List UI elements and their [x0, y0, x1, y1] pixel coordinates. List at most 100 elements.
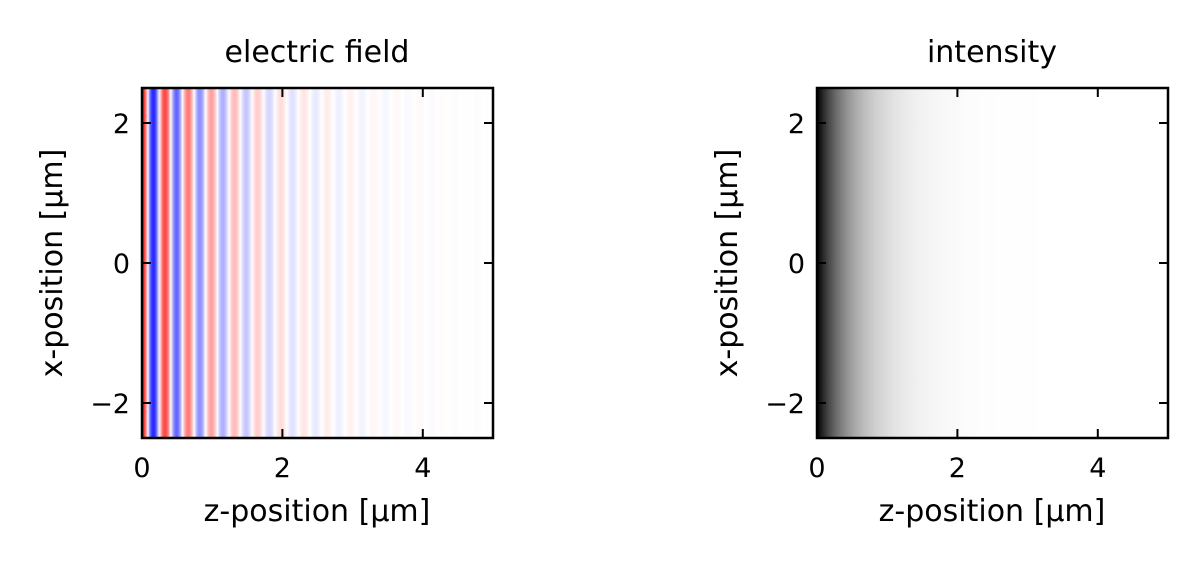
field-band	[317, 88, 320, 438]
field-band	[174, 88, 177, 438]
field-band	[411, 88, 413, 438]
field-band	[242, 88, 245, 438]
field-band	[246, 88, 248, 438]
field-band	[454, 88, 457, 438]
field-band	[462, 88, 465, 438]
field-band	[239, 88, 241, 438]
field-band	[400, 88, 403, 438]
field-band	[332, 88, 335, 438]
field-band	[441, 88, 444, 438]
field-band	[297, 88, 300, 438]
field-band	[346, 88, 349, 438]
field-band	[364, 88, 367, 438]
field-band	[225, 88, 227, 438]
field-band	[337, 88, 340, 438]
field-band	[352, 88, 355, 438]
field-band	[416, 88, 419, 438]
field-band	[313, 88, 316, 438]
field-band	[423, 88, 426, 438]
field-band	[273, 88, 275, 438]
field-band	[244, 88, 247, 438]
field-band	[282, 88, 285, 438]
field-band	[191, 88, 193, 438]
field-band	[311, 88, 314, 438]
y-tick-label: 2	[113, 109, 130, 140]
field-band	[460, 88, 463, 438]
field-band	[207, 88, 210, 438]
intensity-map	[817, 88, 1168, 438]
x-axis-label: z-position [µm]	[879, 494, 1106, 529]
field-band	[303, 88, 306, 438]
chart-title: electric field	[225, 35, 410, 70]
field-band	[150, 88, 152, 438]
field-band	[159, 88, 162, 438]
field-band	[440, 88, 443, 438]
field-band	[263, 88, 266, 438]
field-band	[290, 88, 293, 438]
field-band	[178, 88, 181, 438]
field-band	[167, 88, 170, 438]
field-band	[184, 88, 186, 438]
field-band	[476, 88, 479, 438]
field-band	[326, 88, 329, 438]
x-axis-ticks: 0 2 4	[133, 88, 431, 484]
field-band	[420, 88, 423, 438]
field-band	[201, 88, 204, 438]
field-band	[241, 88, 244, 438]
field-band	[283, 88, 286, 438]
field-band	[309, 88, 312, 438]
field-band	[188, 88, 191, 438]
field-band	[287, 88, 289, 438]
field-band	[333, 88, 336, 438]
field-band	[298, 88, 301, 438]
field-band	[408, 88, 411, 438]
field-band	[477, 88, 480, 438]
field-band	[160, 88, 163, 438]
field-band	[457, 88, 460, 438]
field-band	[469, 88, 472, 438]
field-band	[196, 88, 199, 438]
field-band	[291, 88, 294, 438]
field-band	[284, 88, 287, 438]
field-band	[312, 88, 315, 438]
field-band	[370, 88, 372, 438]
field-band	[395, 88, 398, 438]
field-band	[276, 88, 279, 438]
field-band	[234, 88, 237, 438]
field-band	[281, 88, 283, 438]
field-band	[260, 88, 262, 438]
field-band	[221, 88, 224, 438]
field-band	[292, 88, 295, 438]
field-band	[219, 88, 221, 438]
field-band	[394, 88, 397, 438]
field-band	[361, 88, 364, 438]
field-band	[275, 88, 278, 438]
field-band	[296, 88, 299, 438]
field-band	[474, 88, 477, 438]
field-band	[165, 88, 168, 438]
field-band	[344, 88, 347, 438]
field-band	[452, 88, 454, 438]
field-band	[294, 88, 296, 438]
field-band	[353, 88, 356, 438]
field-band	[227, 88, 230, 438]
field-band	[449, 88, 452, 438]
field-band	[175, 88, 178, 438]
field-band	[365, 88, 368, 438]
field-band	[261, 88, 264, 438]
field-band	[215, 88, 218, 438]
field-band	[233, 88, 236, 438]
field-band	[383, 88, 385, 438]
field-band	[267, 88, 269, 438]
field-band	[189, 88, 192, 438]
field-band	[310, 88, 313, 438]
field-band	[345, 88, 348, 438]
field-band	[235, 88, 238, 438]
field-band	[180, 88, 183, 438]
field-band	[222, 88, 225, 438]
y-tick-label: −2	[765, 389, 805, 420]
field-band	[402, 88, 405, 438]
field-band	[257, 88, 260, 438]
field-band	[200, 88, 203, 438]
field-band	[299, 88, 302, 438]
